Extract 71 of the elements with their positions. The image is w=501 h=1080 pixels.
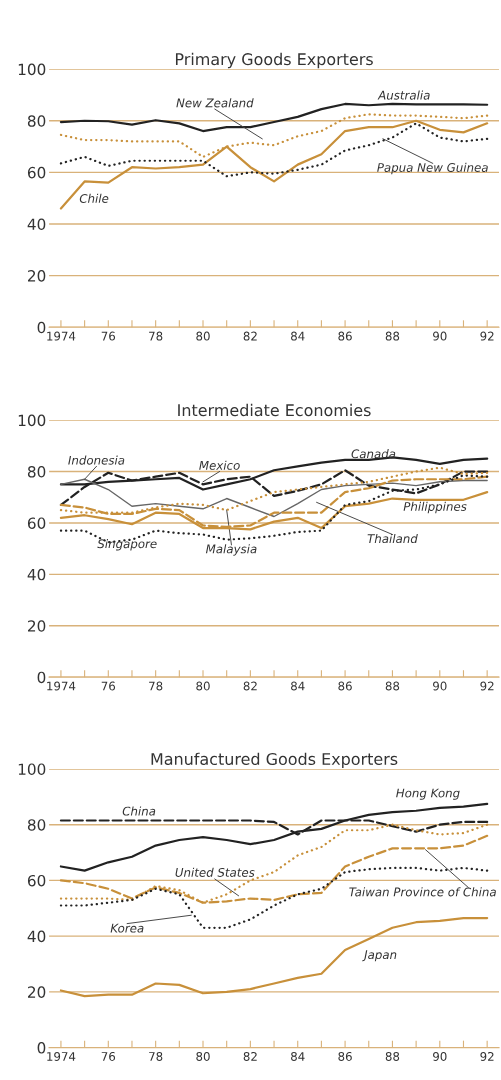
x-tick-label: 84: [291, 331, 305, 341]
series-label: Philippines: [403, 501, 467, 514]
x-tick-label: 82: [243, 681, 257, 691]
y-tick-label: 20: [28, 270, 46, 282]
y-tick-label: 20: [28, 620, 46, 632]
x-tick-label: 86: [338, 1051, 352, 1061]
x-tick-label: 78: [149, 1051, 163, 1061]
series-label: China: [122, 806, 156, 816]
y-tick-label: 60: [27, 166, 46, 179]
x-tick-label: 80: [196, 681, 210, 691]
x-tick-label: 76: [101, 681, 116, 691]
chart-title: Intermediate Economies: [178, 403, 371, 417]
x-tick-label: 84: [291, 1051, 305, 1061]
x-tick-label: 86: [338, 331, 352, 341]
series-label: Hong Kong: [396, 788, 460, 800]
x-tick-label: 90: [433, 331, 447, 341]
x-tick-label: 88: [385, 331, 400, 341]
line-series: [59, 122, 489, 178]
y-tick-label: 40: [27, 930, 46, 943]
x-tick-label: 80: [196, 1051, 210, 1061]
y-tick-label: 60: [27, 874, 46, 887]
y-tick-label: 80: [27, 819, 46, 831]
x-tick-label: 92: [480, 331, 494, 341]
chart-title: Manufactured Goods Exporters: [151, 752, 398, 769]
series-label: Indonesia: [68, 455, 125, 465]
y-tick-label: 60: [27, 517, 46, 529]
text: New Zealand: [176, 98, 254, 108]
x-tick-label: 90: [433, 1051, 447, 1061]
x-tick-label: 82: [243, 1051, 257, 1061]
series-label: Australia: [377, 90, 430, 100]
x-tick-label: 92: [480, 1051, 494, 1061]
series-label: Chile: [79, 193, 109, 203]
x-tick-label: 78: [149, 681, 163, 691]
x-tick-label: 76: [101, 1051, 116, 1061]
x-tick-label: 90: [433, 681, 447, 691]
y-tick-label: 100: [18, 63, 46, 76]
series-label: United States: [175, 867, 255, 877]
series-label: Japan: [362, 950, 397, 962]
x-tick-label: 1974: [47, 331, 76, 341]
series-label: Mexico: [199, 460, 240, 470]
y-tick-label: 0: [37, 671, 46, 684]
text: Thailand: [367, 533, 418, 544]
line-series: [60, 478, 488, 518]
line-series: [59, 916, 489, 998]
y-tick-label: 40: [27, 568, 46, 581]
y-tick-label: 100: [18, 763, 46, 775]
x-tick-label: 80: [196, 331, 210, 341]
series-label: Korea: [110, 923, 144, 933]
x-tick-label: 88: [385, 1051, 400, 1061]
series-label: Taiwan Province of China: [349, 887, 496, 897]
y-tick-label: 0: [37, 1042, 46, 1054]
x-tick-label: 1974: [47, 681, 76, 691]
y-tick-label: 40: [27, 218, 46, 231]
x-tick-label: 82: [243, 331, 257, 341]
chart-title: Primary Goods Exporters: [175, 52, 373, 69]
y-tick-label: 0: [37, 321, 46, 334]
y-tick-label: 20: [28, 986, 46, 998]
x-tick-label: 76: [101, 331, 116, 341]
x-tick-label: 84: [291, 681, 305, 691]
x-tick-label: 78: [149, 331, 163, 341]
x-tick-label: 88: [385, 681, 400, 691]
y-tick-label: 80: [27, 465, 46, 478]
x-tick-label: 92: [480, 681, 494, 691]
x-tick-label: 86: [338, 681, 352, 691]
text: Malaysia: [205, 544, 257, 556]
y-tick-label: 80: [27, 115, 46, 127]
y-tick-label: 100: [18, 414, 46, 427]
series-label: Canada: [351, 449, 396, 459]
series-label: Papua New Guinea: [377, 162, 488, 175]
x-tick-label: 1974: [47, 1051, 76, 1061]
series-label: Singapore: [97, 539, 157, 551]
